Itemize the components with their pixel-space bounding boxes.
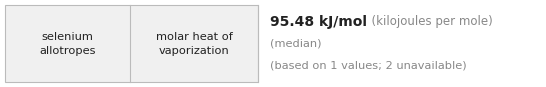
Text: 95.48 kJ/mol: 95.48 kJ/mol — [270, 15, 367, 29]
Text: molar heat of
vaporization: molar heat of vaporization — [156, 31, 233, 56]
Text: (kilojoules per mole): (kilojoules per mole) — [364, 15, 492, 29]
Text: (median): (median) — [270, 38, 322, 48]
Text: selenium
allotropes: selenium allotropes — [39, 31, 96, 56]
Text: (based on 1 values; 2 unavailable): (based on 1 values; 2 unavailable) — [270, 60, 467, 70]
Bar — [5, 5, 258, 82]
